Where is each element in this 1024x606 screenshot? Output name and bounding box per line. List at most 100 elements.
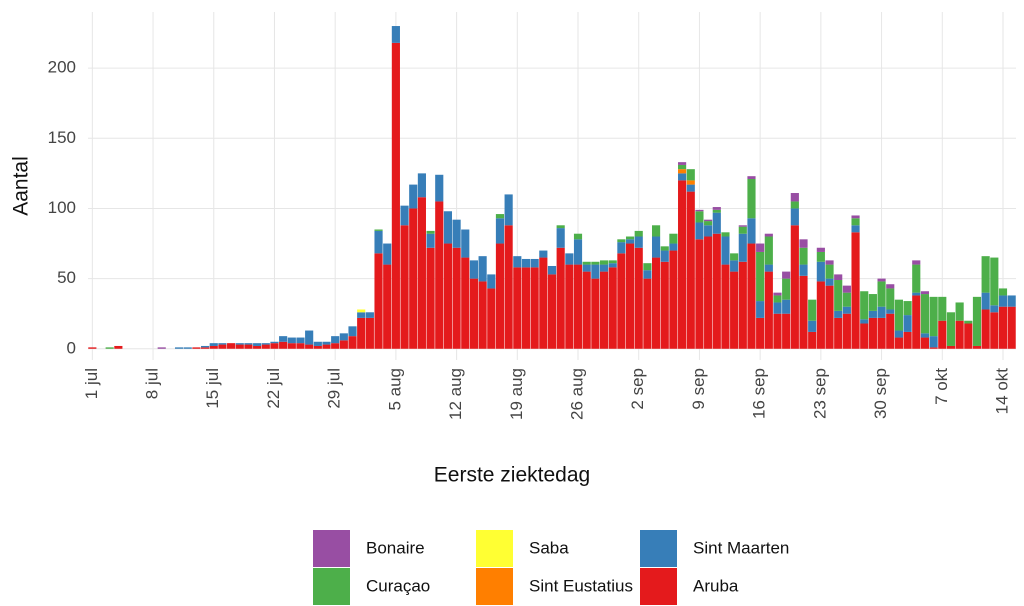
bar-segment [851,218,860,226]
bar-segment [608,263,617,268]
bar-segment [929,296,938,337]
bar-segment [599,264,609,272]
bar-segment [556,225,565,229]
bar-segment [704,236,713,349]
bar-segment [400,225,409,349]
bar-segment [756,243,765,252]
bar-segment [834,317,843,349]
bar-segment [860,291,869,320]
bar-segment [582,261,591,265]
bar-segment [851,225,860,233]
bar-segment [209,343,218,346]
bar-segment [305,330,314,345]
bar-segment [799,239,808,248]
legend-swatch [313,568,350,605]
bar-segment [426,233,435,248]
bar-segment [721,236,730,265]
bar-segment [747,218,756,244]
bar-segment [617,253,626,349]
bar-segment [157,347,166,349]
bar-segment [617,239,626,243]
bar-segment [617,242,626,254]
bar-segment [894,337,903,349]
bar-segment [712,209,721,213]
bar-segment [244,344,253,349]
bar-segment [244,343,253,345]
bar-segment [868,294,877,311]
bar-segment [860,323,869,349]
bar-segment [981,292,990,310]
bar-segment [782,313,791,349]
bar-segment [825,278,834,286]
bar-segment [461,257,470,349]
bar-segment [825,264,834,279]
bar-segment [747,176,756,179]
bar-segment [426,230,435,234]
bar-segment [946,345,956,349]
bar-segment [912,292,921,296]
bar-segment [253,343,262,346]
bar-segment [678,173,687,181]
bar-segment [296,343,305,349]
legend-swatch [476,530,513,567]
bar-segment [357,309,366,313]
bar-segment [313,341,322,346]
bar-segment [651,225,661,237]
bar-segment [105,347,114,349]
bar-segment [201,347,210,349]
bar-segment [738,226,747,234]
bar-segment [417,197,426,349]
legend-swatch [476,568,513,605]
bar-segment [452,247,461,349]
bar-segment [721,232,730,237]
bar-segment [374,229,383,231]
bar-segment [582,271,591,349]
bar-segment [469,278,479,349]
bar-segment [374,253,383,349]
legend-label: Curaçao [366,576,430,595]
bar-segment [946,312,956,346]
bar-segment [591,264,600,279]
bar-segment [912,264,921,293]
bar-segment [469,260,479,279]
bar-segment [357,312,366,318]
bar-segment [651,236,661,258]
bar-segment [747,243,756,349]
bar-segment [868,310,877,318]
bar-segment [816,247,825,252]
bar-segment [816,261,825,282]
bar-segment [738,225,747,227]
bar-segment [521,267,531,349]
bar-segment [730,260,739,272]
bar-segment [834,280,843,311]
bar-segment [981,309,990,349]
bar-segment [756,251,765,302]
bar-segment [305,344,314,349]
bar-segment [808,320,817,332]
bar-segment [530,267,539,349]
bar-segment [782,299,791,314]
legend-label: Sint Maarten [693,538,789,557]
bar-segment [218,343,227,345]
bar-segment [660,250,669,262]
bar-segment [660,246,669,251]
bar-segment [886,313,895,349]
bar-segment [972,345,982,349]
bar-segment [816,281,825,349]
bar-segment [903,315,912,332]
bar-segment [842,313,851,349]
legend-label: Sint Eustatius [529,576,633,595]
bar-segment [331,336,340,344]
bar-segment [669,243,678,251]
bar-segment [1007,295,1016,307]
bar-segment [461,229,470,258]
y-tick-label: 50 [57,268,76,287]
bar-segment [235,343,244,345]
bar-segment [556,228,565,248]
bar-segment [704,219,713,222]
bar-segment [487,288,496,349]
bar-segment [287,337,296,344]
bar-segment [339,333,348,341]
bar-segment [383,243,392,265]
bar-segment [417,173,426,198]
